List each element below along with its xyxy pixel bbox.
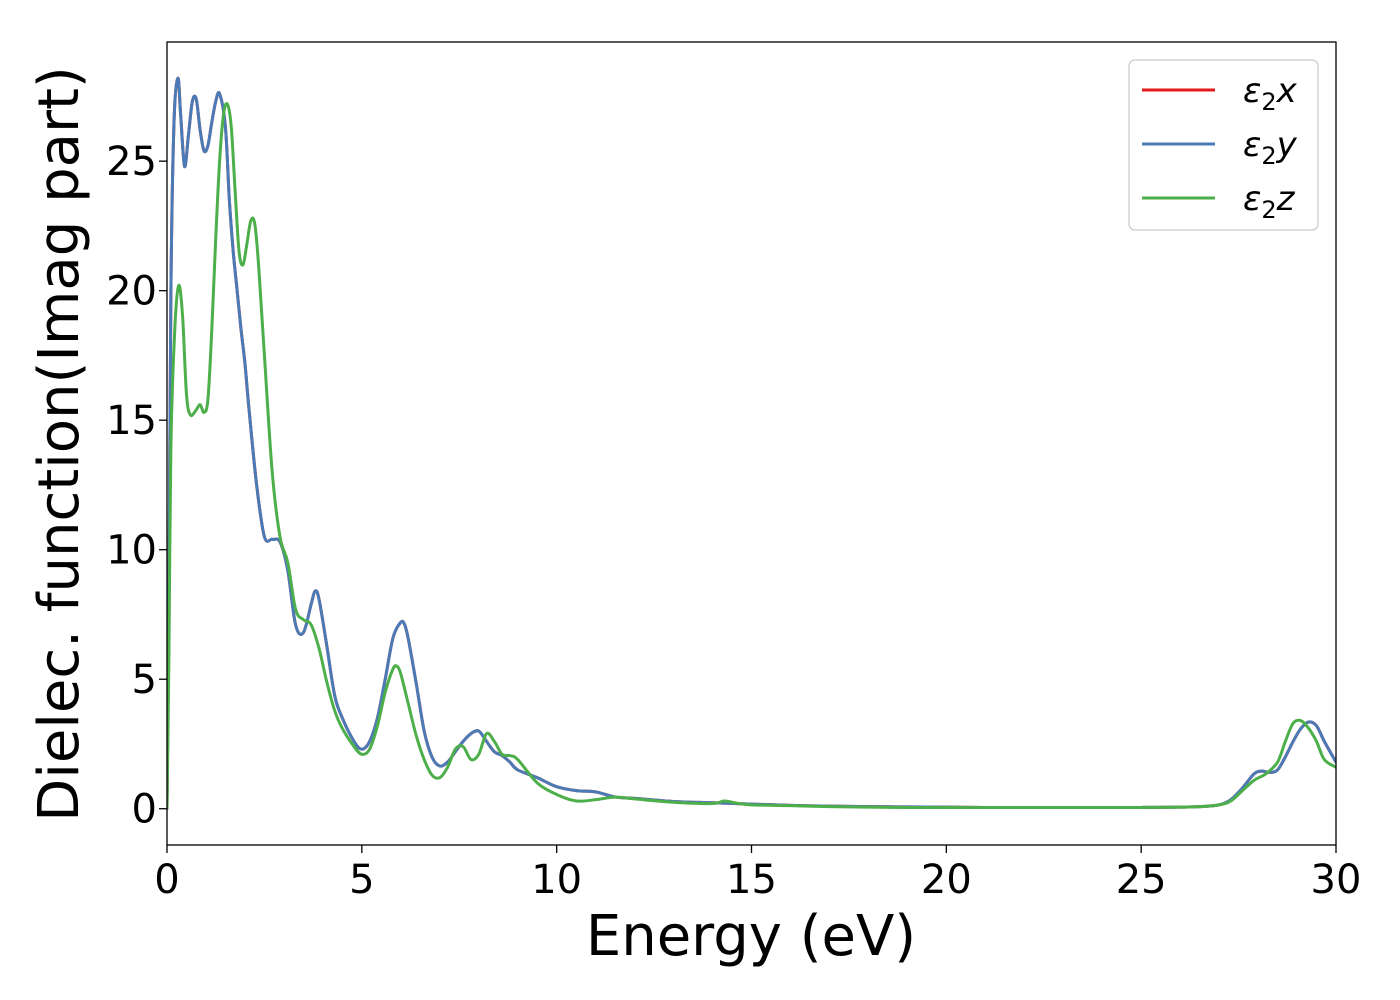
y-axis-title: Dielec. function(Imag part) bbox=[27, 66, 92, 822]
legend: ε2x ε2y ε2z bbox=[1128, 59, 1319, 231]
x-tick-label: 10 bbox=[531, 857, 582, 903]
x-tick-label: 15 bbox=[726, 857, 777, 903]
y-tick-label: 20 bbox=[106, 269, 157, 315]
y-tick-label: 0 bbox=[132, 787, 157, 833]
x-ticks: 0 5 10 15 20 25 30 bbox=[154, 845, 1361, 903]
legend-label-2: ε2y bbox=[1243, 125, 1298, 170]
x-tick-label: 25 bbox=[1116, 857, 1167, 903]
series-line-3 bbox=[167, 102, 1336, 811]
legend-box bbox=[1128, 59, 1319, 231]
y-tick-label: 10 bbox=[106, 528, 157, 574]
x-tick-label: 20 bbox=[921, 857, 972, 903]
x-axis-title: Energy (eV) bbox=[586, 904, 916, 969]
legend-label-3: ε2z bbox=[1243, 179, 1296, 224]
series-layer bbox=[167, 76, 1336, 811]
y-tick-label: 5 bbox=[132, 657, 157, 703]
legend-label-1: ε2x bbox=[1243, 71, 1298, 116]
y-ticks: 0 5 10 15 20 25 bbox=[106, 139, 167, 833]
x-tick-label: 0 bbox=[154, 857, 179, 903]
x-tick-label: 30 bbox=[1311, 857, 1362, 903]
y-tick-label: 15 bbox=[106, 398, 157, 444]
x-tick-label: 5 bbox=[349, 857, 374, 903]
y-tick-label: 25 bbox=[106, 139, 157, 185]
